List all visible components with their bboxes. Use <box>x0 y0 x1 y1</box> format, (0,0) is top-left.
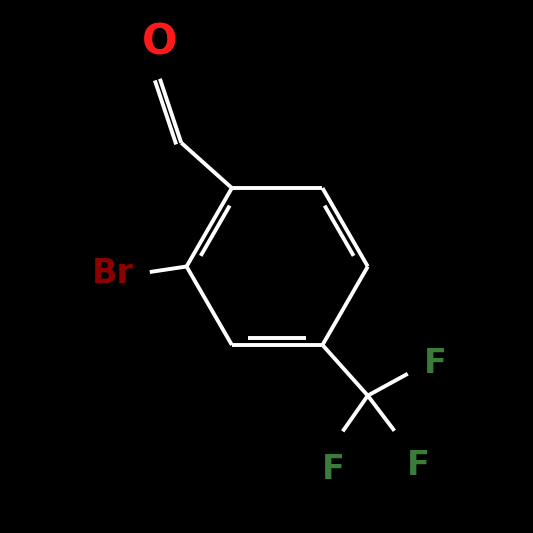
Text: F: F <box>424 347 447 380</box>
Text: Br: Br <box>92 257 134 290</box>
Text: F: F <box>322 453 344 486</box>
Text: F: F <box>407 449 430 482</box>
Text: O: O <box>142 22 177 64</box>
